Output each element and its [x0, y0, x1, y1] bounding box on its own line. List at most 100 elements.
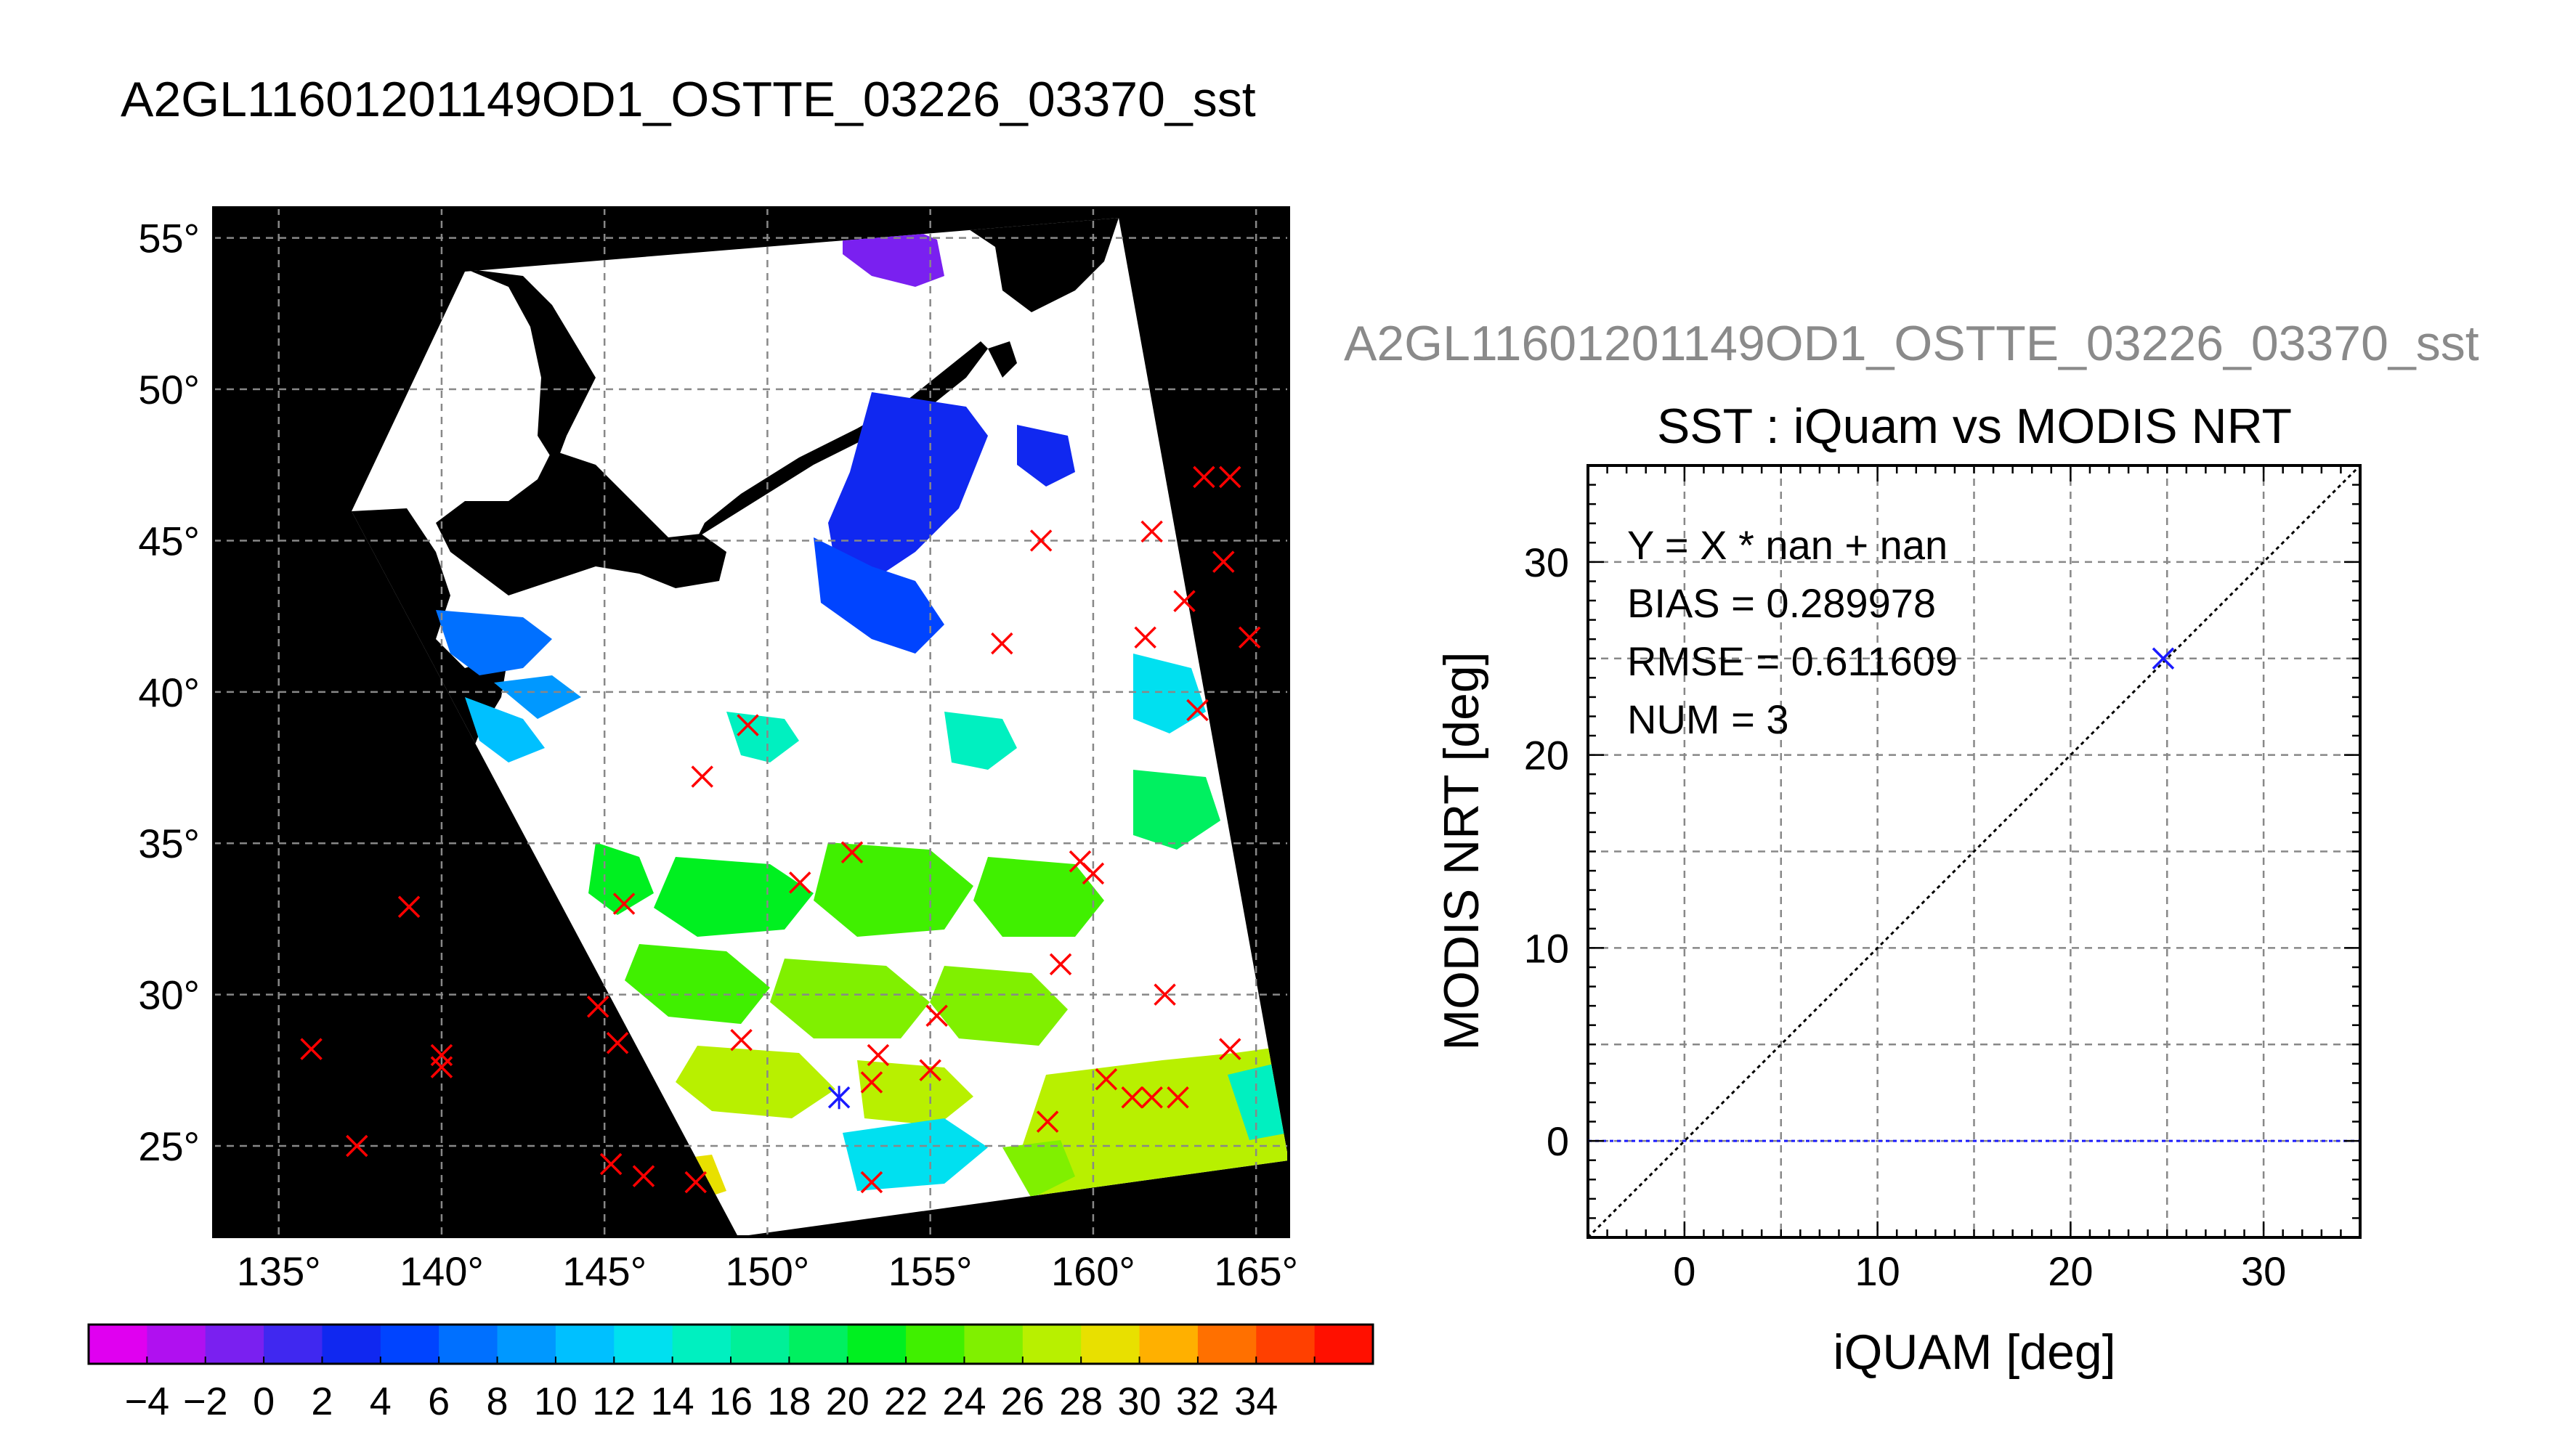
- colorbar-swatch: [672, 1325, 732, 1364]
- sst-colorbar: [87, 1323, 1374, 1365]
- scatter-tick-labels: 0 10 20 30 0 10 20 30: [1524, 540, 2287, 1294]
- map-y-tick-label: 55°: [138, 216, 200, 261]
- scatter-header: A2GL11601201149OD1_OSTTE_03226_03370_sst: [1344, 316, 2479, 371]
- map-y-tick-label: 35°: [138, 821, 200, 866]
- colorbar-label: 14: [651, 1380, 694, 1423]
- rmse-stat: RMSE = 0.611609: [1627, 638, 1958, 684]
- colorbar-label: 0: [253, 1380, 275, 1423]
- bias-stat: BIAS = 0.289978: [1627, 580, 1936, 626]
- colorbar-label: 2: [311, 1380, 333, 1423]
- num-stat: NUM = 3: [1627, 696, 1789, 742]
- buoy-marker: [1154, 983, 1176, 1006]
- colorbar-label: 4: [370, 1380, 392, 1423]
- y-axis-label: MODIS NRT [deg]: [1434, 651, 1489, 1050]
- colorbar-label: 32: [1176, 1380, 1220, 1423]
- map-gridlines: [214, 208, 1289, 1237]
- colorbar-labels: −4 −2 0 2 4 6 8 10 12 14 16 18 20 22 24 26 28 30 32 34: [125, 1380, 1278, 1423]
- buoy-marker: [789, 871, 811, 894]
- scatter-x-tick-label: 30: [2241, 1248, 2286, 1294]
- buoy-marker: [1036, 1110, 1059, 1133]
- buoy-marker: [1134, 626, 1156, 649]
- colorbar-label: 8: [487, 1380, 508, 1423]
- scatter-y-tick-label: 20: [1524, 733, 1569, 778]
- map-y-tick-label: 40°: [138, 670, 200, 715]
- map-title: A2GL11601201149OD1_OSTTE_03226_03370_sst: [121, 72, 1256, 127]
- colorbar-swatch: [497, 1325, 556, 1364]
- colorbar-swatch: [906, 1325, 965, 1364]
- buoy-marker: [300, 1038, 323, 1060]
- buoy-marker: [860, 1171, 883, 1194]
- buoy-marker: [1082, 862, 1105, 885]
- colorbar-label: 20: [826, 1380, 870, 1423]
- map-x-tick-label: 135°: [237, 1248, 321, 1294]
- colorbar-label: 24: [942, 1380, 986, 1423]
- map-x-tick-label: 155°: [888, 1248, 973, 1294]
- colorbar-swatch: [264, 1325, 323, 1364]
- buoy-marker: [1238, 626, 1261, 649]
- map-x-tick-label: 150°: [726, 1248, 810, 1294]
- colorbar-swatch: [1197, 1325, 1257, 1364]
- sst-patches: [436, 221, 1289, 1205]
- colorbar-swatch: [614, 1325, 673, 1364]
- buoy-marker: [1121, 1086, 1143, 1109]
- map-x-ticks: 135° 140° 145° 150° 155° 160° 165°: [237, 1248, 1298, 1294]
- map-frame: [212, 206, 1290, 1238]
- colorbar-swatch: [322, 1325, 381, 1364]
- buoy-marker: [430, 1056, 453, 1078]
- buoy-marker: [860, 1071, 883, 1094]
- buoy-marker: [1029, 529, 1053, 552]
- colorbar-label: 16: [709, 1380, 753, 1423]
- buoy-marker: [1167, 1086, 1189, 1109]
- colorbar-swatch: [1139, 1325, 1199, 1364]
- buoy-marker: [1095, 1068, 1118, 1091]
- map-y-tick-label: 45°: [138, 518, 200, 564]
- colorbar-swatch: [964, 1325, 1024, 1364]
- colorbar-swatch: [1022, 1325, 1082, 1364]
- sst-map: 135° 140° 145° 150° 155° 160° 165° 55° 50° 45° 40…: [138, 208, 1298, 1294]
- buoy-marker: [840, 841, 864, 863]
- buoy-marker: [737, 714, 759, 736]
- buoy-marker: [919, 1059, 941, 1082]
- map-x-tick-label: 165°: [1214, 1248, 1298, 1294]
- colorbar-label: 28: [1059, 1380, 1103, 1423]
- scatter-plot: 0 10 20 30 0 10 20 30 Y = X * nan + nan BIAS = …: [1434, 464, 2362, 1380]
- identity-line: [1588, 465, 2360, 1237]
- scatter-x-tick-label: 0: [1673, 1248, 1695, 1294]
- colorbar-label: 26: [1001, 1380, 1045, 1423]
- scatter-point: [2152, 647, 2175, 670]
- buoy-marker: [632, 1165, 655, 1187]
- colorbar-label: 12: [592, 1380, 636, 1423]
- scatter-ticks: [1588, 465, 2360, 1237]
- colorbar-swatch: [380, 1325, 439, 1364]
- buoy-marker: [1219, 465, 1241, 489]
- buoy-marker: [1193, 465, 1215, 489]
- buoy-marker: [346, 1134, 368, 1158]
- map-y-ticks: 55° 50° 45° 40° 35° 30° 25°: [138, 216, 200, 1169]
- scatter-title: SST : iQuam vs MODIS NRT: [1657, 399, 2292, 454]
- scatter-x-tick-label: 20: [2048, 1248, 2093, 1294]
- fit-equation: Y = X * nan + nan: [1627, 522, 1948, 568]
- scatter-y-tick-label: 0: [1547, 1118, 1569, 1164]
- scatter-x-tick-label: 10: [1855, 1248, 1900, 1294]
- colorbar-label: 10: [534, 1380, 578, 1423]
- buoy-marker: [599, 1152, 623, 1176]
- map-y-tick-label: 50°: [138, 367, 200, 412]
- x-axis-label: iQUAM [deg]: [1833, 1325, 2115, 1380]
- map-x-tick-label: 160°: [1051, 1248, 1135, 1294]
- map-x-tick-label: 140°: [400, 1248, 484, 1294]
- scatter-points: [2152, 647, 2175, 670]
- buoy-marker: [925, 1004, 948, 1027]
- colorbar-label: 22: [884, 1380, 928, 1423]
- scatter-y-tick-label: 10: [1524, 925, 1569, 971]
- buoy-marker: [1186, 699, 1209, 722]
- colorbar-label: 34: [1234, 1380, 1278, 1423]
- buoy-marker: [606, 1032, 629, 1054]
- buoy-markers: [300, 465, 1261, 1194]
- colorbar-swatch: [205, 1325, 264, 1364]
- buoy-marker: [397, 895, 421, 918]
- buoy-marker: [612, 892, 636, 915]
- buoy-marker: [1140, 1086, 1163, 1109]
- buoy-marker: [684, 1171, 707, 1194]
- colorbar-swatch: [439, 1325, 498, 1364]
